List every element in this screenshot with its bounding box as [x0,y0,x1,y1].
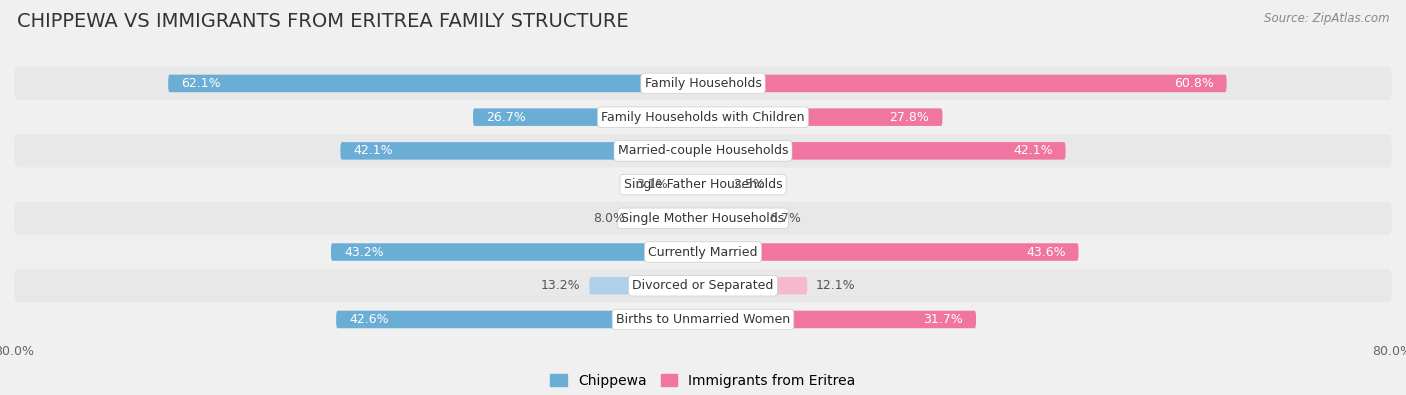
Text: Currently Married: Currently Married [648,246,758,259]
Text: 43.6%: 43.6% [1026,246,1066,259]
FancyBboxPatch shape [330,243,703,261]
Text: 6.7%: 6.7% [769,212,801,225]
Text: Single Mother Households: Single Mother Households [621,212,785,225]
Legend: Chippewa, Immigrants from Eritrea: Chippewa, Immigrants from Eritrea [544,369,862,393]
Text: 8.0%: 8.0% [593,212,626,225]
FancyBboxPatch shape [14,202,1392,235]
Text: 42.1%: 42.1% [353,144,394,157]
Text: 27.8%: 27.8% [890,111,929,124]
FancyBboxPatch shape [472,108,703,126]
Text: Births to Unmarried Women: Births to Unmarried Women [616,313,790,326]
FancyBboxPatch shape [14,101,1392,134]
Text: Source: ZipAtlas.com: Source: ZipAtlas.com [1264,12,1389,25]
Text: 2.5%: 2.5% [733,178,765,191]
Text: 42.6%: 42.6% [349,313,388,326]
FancyBboxPatch shape [589,277,703,295]
Text: 26.7%: 26.7% [486,111,526,124]
FancyBboxPatch shape [14,134,1392,167]
FancyBboxPatch shape [169,75,703,92]
Text: 31.7%: 31.7% [924,313,963,326]
FancyBboxPatch shape [703,209,761,227]
FancyBboxPatch shape [703,75,1226,92]
FancyBboxPatch shape [14,67,1392,100]
Text: 62.1%: 62.1% [181,77,221,90]
FancyBboxPatch shape [703,108,942,126]
FancyBboxPatch shape [14,303,1392,336]
Text: Divorced or Separated: Divorced or Separated [633,279,773,292]
Text: Family Households: Family Households [644,77,762,90]
Text: 60.8%: 60.8% [1174,77,1213,90]
Text: 3.1%: 3.1% [636,178,668,191]
FancyBboxPatch shape [703,243,1078,261]
FancyBboxPatch shape [336,311,703,328]
FancyBboxPatch shape [703,176,724,194]
Text: Married-couple Households: Married-couple Households [617,144,789,157]
Text: 13.2%: 13.2% [541,279,581,292]
Text: Single Father Households: Single Father Households [624,178,782,191]
Text: Family Households with Children: Family Households with Children [602,111,804,124]
FancyBboxPatch shape [14,168,1392,201]
Text: CHIPPEWA VS IMMIGRANTS FROM ERITREA FAMILY STRUCTURE: CHIPPEWA VS IMMIGRANTS FROM ERITREA FAMI… [17,12,628,31]
FancyBboxPatch shape [703,142,1066,160]
FancyBboxPatch shape [703,311,976,328]
Text: 42.1%: 42.1% [1012,144,1053,157]
FancyBboxPatch shape [703,277,807,295]
Text: 43.2%: 43.2% [344,246,384,259]
Text: 12.1%: 12.1% [815,279,855,292]
FancyBboxPatch shape [634,209,703,227]
FancyBboxPatch shape [676,176,703,194]
FancyBboxPatch shape [14,269,1392,302]
FancyBboxPatch shape [14,235,1392,269]
FancyBboxPatch shape [340,142,703,160]
